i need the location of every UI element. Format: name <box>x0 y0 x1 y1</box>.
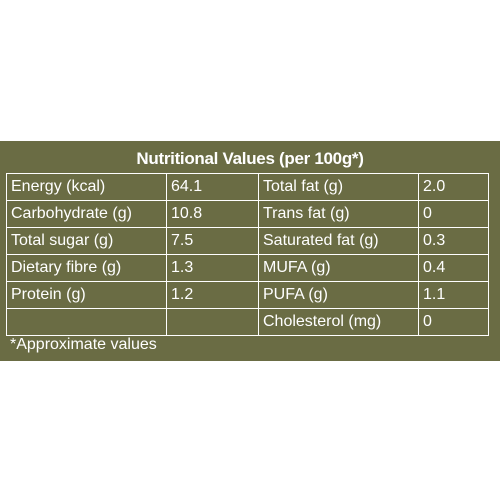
panel-title: Nutritional Values (per 100g*) <box>136 149 364 168</box>
table-row: Carbohydrate (g) 10.8 Trans fat (g) 0 <box>6 200 489 228</box>
nutrition-table: Energy (kcal) 64.1 Total fat (g) 2.0 Car… <box>6 173 489 336</box>
nutrient-value: 7.5 <box>166 227 259 255</box>
nutrient-value: 1.2 <box>166 281 259 309</box>
nutrient-value: 0.3 <box>418 227 489 255</box>
nutrition-panel: Nutritional Values (per 100g*) Energy (k… <box>0 141 500 361</box>
nutrient-name: Cholesterol (mg) <box>258 308 419 336</box>
nutrient-name: MUFA (g) <box>258 254 419 282</box>
nutrient-value: 1.3 <box>166 254 259 282</box>
nutrient-name: Saturated fat (g) <box>258 227 419 255</box>
nutrient-value: 64.1 <box>166 173 259 201</box>
table-row: Protein (g) 1.2 PUFA (g) 1.1 <box>6 281 489 309</box>
nutrient-name: Dietary fibre (g) <box>6 254 167 282</box>
table-row: Total sugar (g) 7.5 Saturated fat (g) 0.… <box>6 227 489 255</box>
table-row: Energy (kcal) 64.1 Total fat (g) 2.0 <box>6 173 489 201</box>
nutrient-value: 0 <box>418 308 489 336</box>
nutrient-value: 1.1 <box>418 281 489 309</box>
nutrient-name: Trans fat (g) <box>258 200 419 228</box>
nutrient-value: 10.8 <box>166 200 259 228</box>
nutrient-name <box>6 308 167 336</box>
nutrient-value: 0.4 <box>418 254 489 282</box>
nutrient-name: Carbohydrate (g) <box>6 200 167 228</box>
nutrient-value: 2.0 <box>418 173 489 201</box>
nutrient-name: PUFA (g) <box>258 281 419 309</box>
nutrient-name: Total fat (g) <box>258 173 419 201</box>
footnote: *Approximate values <box>10 336 157 353</box>
nutrient-name: Energy (kcal) <box>6 173 167 201</box>
nutrient-value <box>166 308 259 336</box>
nutrient-name: Total sugar (g) <box>6 227 167 255</box>
table-row: Cholesterol (mg) 0 <box>6 308 489 336</box>
nutrient-name: Protein (g) <box>6 281 167 309</box>
table-row: Dietary fibre (g) 1.3 MUFA (g) 0.4 <box>6 254 489 282</box>
nutrient-value: 0 <box>418 200 489 228</box>
